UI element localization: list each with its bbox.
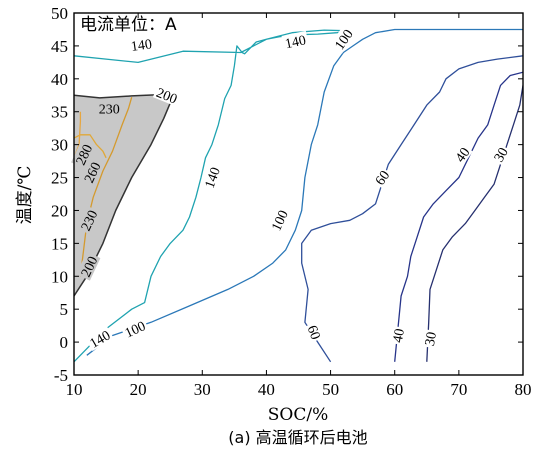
y-tick-label: 5 [60,300,69,319]
contour-label-bg [370,165,393,189]
y-tick-label: 25 [51,169,68,188]
contour-label-bg [450,142,473,166]
contour-line-40 [394,71,523,362]
contour-label-40: 40 [453,145,473,165]
contour-label-140: 140 [284,33,308,52]
y-tick-label: 10 [51,267,68,286]
contour-label-bg [420,328,439,349]
contour-line-200 [74,93,173,297]
contour-label-30: 30 [423,331,440,347]
y-axis-label: 温度/℃ [15,166,35,225]
contour-label-140: 140 [130,37,153,55]
contour-label-bg [152,83,182,107]
figure-caption: (a) 高温循环后电池 [228,428,367,447]
contour-label-bg [329,24,357,54]
contour-label-140: 140 [203,166,224,191]
x-tick-label: 20 [130,380,147,399]
y-tick-label: 30 [51,136,68,155]
y-tick-label: 35 [51,103,68,122]
contour-line-140 [74,29,351,363]
contour-label-40: 40 [391,328,408,344]
y-tick-label: 50 [51,4,68,23]
plot-area: 140 1401401401001001006060404030302002002… [71,24,523,363]
contour-label-bg [281,30,309,51]
contour-label-bg [76,205,101,235]
contour-label-bg [79,157,104,187]
contour-label-bg [266,205,291,235]
x-tick-label: 70 [450,380,467,399]
contour-label-bg [71,139,96,169]
x-tick-label: 50 [322,380,339,399]
contour-label-bg [120,316,150,341]
contour-line-100 [86,28,523,356]
contour-label-bg [489,143,511,166]
contour-label-60: 60 [373,168,393,188]
contour-label-bg [304,321,325,343]
plot-frame [73,12,524,376]
x-tick-label: 80 [515,380,532,399]
contour-label-bg [127,34,155,54]
contour-line-60 [301,55,523,363]
contour-line-230 [79,97,133,277]
unit-note: 电流单位：A [80,15,177,35]
y-tick-label: 0 [60,333,69,352]
contour-label-bg [388,325,407,346]
contour-label-bg [84,325,114,352]
axis-ticks: 10 20 30 40 50 60 70 80 -5 0 5 10 15 20 25 30 35 40 45 50 [51,4,532,399]
x-axis-label: SOC/% [268,405,328,425]
y-tick-label: 15 [51,234,68,253]
contour-label-200: 200 [154,86,179,108]
contour-label-230: 230 [99,102,120,117]
x-tick-label: 10 [66,380,83,399]
y-tick-label: 40 [51,70,68,89]
y-tick-label: -5 [54,366,68,385]
x-tick-label: 30 [194,380,211,399]
contour-label-60: 60 [304,324,323,342]
x-tick-label: 60 [386,380,403,399]
contour-label-bg [76,251,101,281]
x-tick-label: 40 [258,380,275,399]
contour-label-30: 30 [492,145,512,165]
contour-line-30 [426,85,523,362]
contour-label-bg [96,100,122,116]
y-tick-label: 45 [51,37,68,56]
y-tick-label: 20 [51,201,68,220]
contour-label-bg [200,163,223,192]
